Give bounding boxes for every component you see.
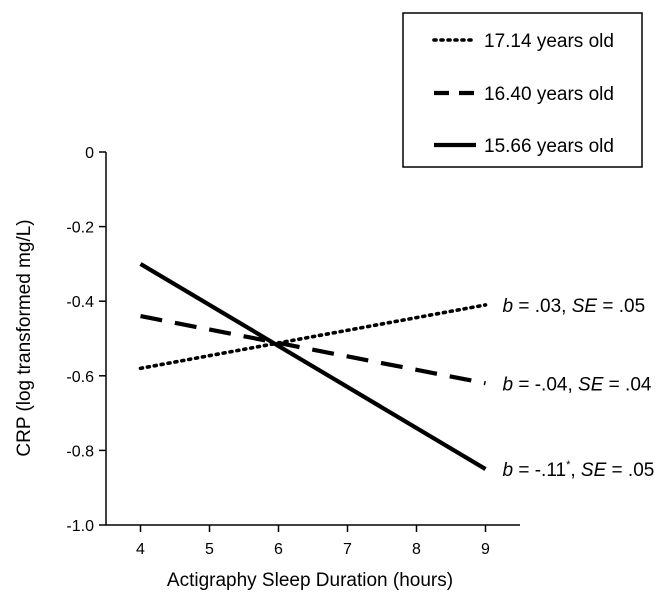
series-line-dotted <box>138 303 488 371</box>
y-tick-label: -0.8 <box>66 443 94 460</box>
x-tick-label: 8 <box>412 541 421 558</box>
x-tick-label: 6 <box>274 541 283 558</box>
series-annotation: b = -.11*, SE = .05 <box>503 459 655 481</box>
x-tick-label: 7 <box>343 541 352 558</box>
series-group <box>138 262 488 471</box>
x-tick-label: 4 <box>136 541 145 558</box>
series-annotation: b = -.04, SE = .04 <box>503 374 652 395</box>
y-tick-label: -0.4 <box>66 294 94 311</box>
series-line-solid <box>139 262 487 471</box>
legend-label: 16.40 years old <box>484 84 614 105</box>
x-axis-label: Actigraphy Sleep Duration (hours) <box>167 570 453 591</box>
legend-label: 15.66 years old <box>484 136 614 157</box>
x-tick-label: 9 <box>481 541 490 558</box>
legend-label: 17.14 years old <box>484 31 614 52</box>
y-tick-label: -1.0 <box>66 518 94 535</box>
y-tick-label: -0.6 <box>66 369 94 386</box>
y-tick-label: -0.2 <box>66 220 94 237</box>
annotations: b = .03, SE = .05 b = -.04, SE = .04 b = -… <box>503 296 655 481</box>
axes <box>105 152 520 526</box>
series-annotation: b = .03, SE = .05 <box>503 296 646 317</box>
legend: 17.14 years old 16.40 years old 15.66 year… <box>402 12 643 168</box>
x-tick-label: 5 <box>205 541 214 558</box>
series-line-dashed <box>140 314 486 386</box>
y-tick-label: 0 <box>85 145 94 162</box>
y-axis-label: CRP (log transformed mg/L) <box>14 219 35 456</box>
ticks: 4 5 6 7 8 9 0 -0.2 -0.4 -0.6 -0.8 -1.0 <box>66 145 490 558</box>
